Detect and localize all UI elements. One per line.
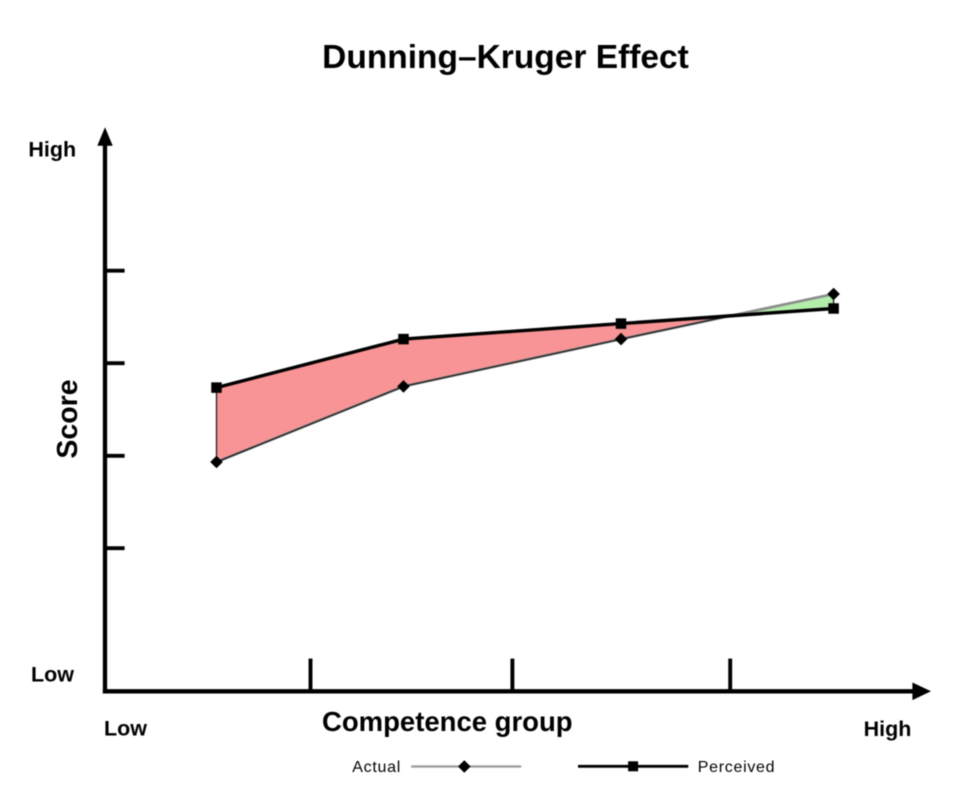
svg-text:Competence group: Competence group (322, 706, 573, 737)
svg-text:Low: Low (104, 717, 147, 741)
svg-text:Perceived: Perceived (698, 759, 775, 776)
svg-text:High: High (864, 717, 912, 741)
svg-text:Dunning–Kruger Effect: Dunning–Kruger Effect (322, 39, 689, 76)
svg-text:Actual: Actual (352, 759, 401, 776)
svg-text:Low: Low (31, 663, 74, 687)
svg-text:Score: Score (52, 379, 84, 458)
svg-text:High: High (28, 138, 76, 162)
